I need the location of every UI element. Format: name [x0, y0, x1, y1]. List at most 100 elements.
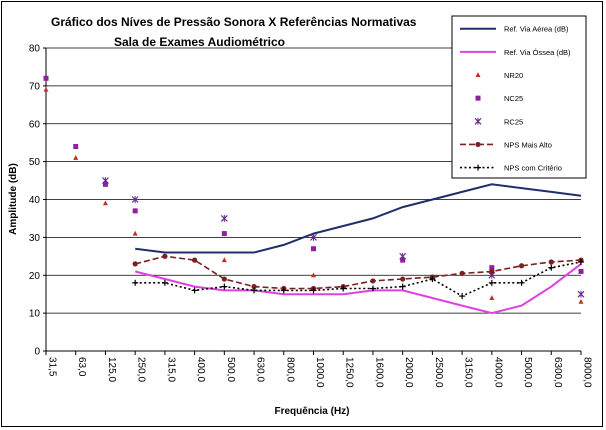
legend: Ref. Via Aérea (dB) Ref. Via Óssea (dB) NR… [451, 15, 587, 179]
data-point [102, 177, 109, 185]
x-axis-ticks: 31,5 63,0 125,0 250,0 315,0 400,0 500,0 630,0 80… [45, 351, 593, 388]
x-tick-label: 630,0 [255, 357, 266, 382]
data-point [518, 263, 525, 269]
data-point [488, 279, 495, 286]
data-point [310, 233, 317, 241]
chart-title: Gráfico dos Níves de Pressão Sonora X Re… [51, 15, 417, 29]
x-tick-label: 3150,0 [463, 357, 474, 388]
data-point [370, 278, 376, 284]
legend-item: NPS Mais Alto [460, 140, 552, 149]
legend-item: RC25 [474, 117, 523, 126]
y-tick-label: 40 [29, 195, 41, 206]
chart-subtitle: Sala de Exames Audiométrico [114, 35, 285, 49]
x-tick-label: 1000,0 [314, 357, 325, 388]
data-point [548, 259, 554, 265]
data-point [43, 75, 49, 81]
x-tick-label: 2000,0 [403, 357, 414, 388]
data-point [73, 155, 79, 160]
data-point [311, 246, 316, 252]
data-point [578, 298, 584, 304]
y-tick-label: 20 [29, 271, 41, 282]
data-point [132, 208, 138, 214]
y-tick-label: 70 [29, 81, 41, 92]
y-tick-label: 60 [29, 119, 41, 130]
data-point [489, 268, 495, 275]
data-point [578, 258, 584, 265]
x-tick-label: 250,0 [136, 357, 147, 382]
y-tick-label: 50 [29, 157, 41, 168]
data-point [73, 143, 79, 149]
legend-item: NR20 [475, 71, 523, 80]
data-point [577, 290, 585, 298]
data-point [102, 181, 108, 187]
legend-item: Ref. Via Aérea (dB) [460, 25, 569, 34]
data-point [340, 285, 347, 292]
series-line [135, 183, 582, 254]
data-point [369, 285, 376, 292]
data-point [399, 252, 407, 260]
x-axis-label: Frequência (Hz) [274, 406, 349, 417]
x-tick-label: 5000,0 [522, 357, 533, 388]
data-point [132, 261, 138, 267]
series-group [43, 75, 585, 315]
legend-label: NC25 [504, 94, 523, 103]
data-point [310, 287, 317, 294]
data-point [162, 253, 168, 259]
legend-label: NPS Mais Alto [504, 140, 552, 149]
series-3 [43, 75, 584, 274]
y-tick-label: 30 [29, 233, 41, 244]
x-tick-label: 8000,0 [582, 357, 593, 388]
legend-label: NPS com Critério [504, 164, 562, 173]
data-point [489, 265, 495, 271]
series-1 [134, 263, 582, 315]
data-point [400, 257, 406, 263]
data-point [132, 230, 138, 236]
data-point [221, 231, 227, 237]
x-tick-label: 1250,0 [344, 357, 355, 388]
data-point [221, 257, 227, 263]
data-point [518, 279, 525, 286]
data-point [459, 293, 466, 300]
legend-label: RC25 [504, 117, 523, 126]
data-point [43, 86, 49, 92]
series-line [134, 263, 582, 315]
data-point [280, 287, 287, 294]
series-0 [135, 183, 582, 254]
y-axis-label: Amplitude (dB) [8, 163, 19, 235]
data-point [220, 214, 228, 222]
series-line [135, 255, 582, 290]
data-point [251, 284, 257, 290]
legend-item: NC25 [475, 94, 523, 103]
legend-box [451, 15, 587, 179]
legend-item: NPS com Critério [460, 164, 562, 173]
data-point [161, 279, 168, 286]
data-point [548, 264, 555, 271]
data-point [221, 283, 228, 290]
data-point [251, 287, 258, 294]
x-tick-label: 800,0 [284, 357, 295, 382]
legend-marker [475, 95, 481, 101]
legend-marker [475, 164, 481, 171]
y-tick-label: 0 [34, 347, 40, 358]
data-point [399, 283, 406, 290]
x-tick-label: 4000,0 [492, 357, 503, 388]
legend-label: NR20 [504, 71, 523, 80]
legend-item: Ref. Via Óssea (dB) [460, 48, 571, 57]
x-tick-label: 315,0 [165, 357, 176, 382]
data-point [132, 279, 139, 286]
data-point [400, 276, 406, 282]
legend-marker [475, 72, 481, 78]
x-tick-label: 63,0 [76, 357, 87, 377]
x-tick-label: 2500,0 [433, 357, 444, 388]
x-tick-label: 500,0 [225, 357, 236, 382]
x-tick-label: 1600,0 [373, 357, 384, 388]
data-point [221, 276, 227, 282]
series-4 [102, 177, 585, 298]
legend-marker [475, 141, 481, 148]
data-point [102, 200, 108, 206]
x-tick-label: 31,5 [47, 357, 58, 377]
data-point [459, 270, 465, 276]
legend-label: Ref. Via Aérea (dB) [504, 25, 569, 34]
data-point [191, 287, 198, 294]
